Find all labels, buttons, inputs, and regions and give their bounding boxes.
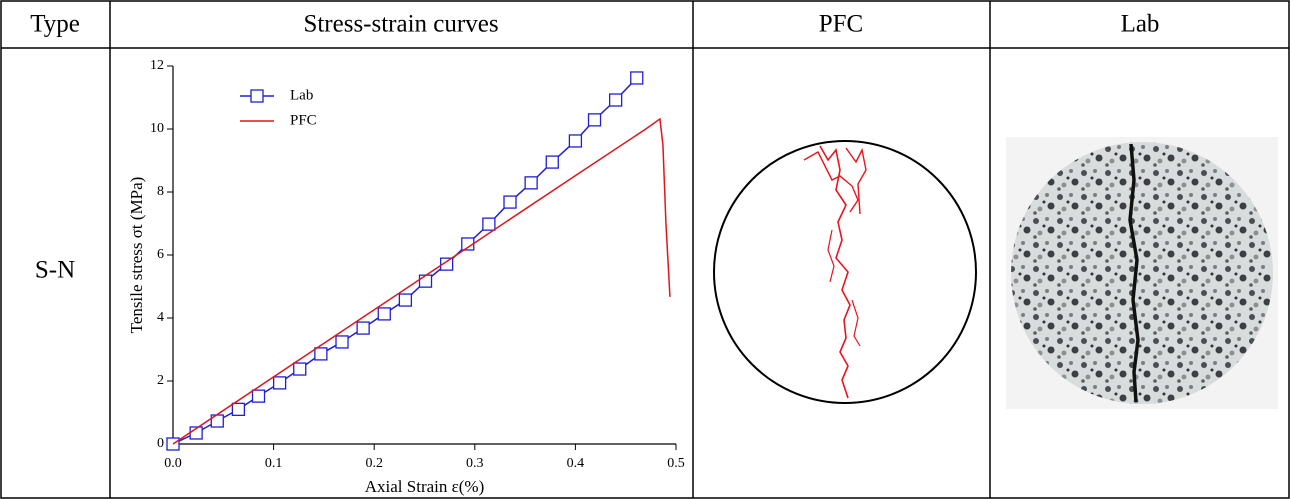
marker	[398, 293, 413, 307]
x-tick-label: 0.4	[567, 456, 585, 471]
marker	[335, 335, 349, 349]
marker	[377, 307, 391, 321]
y-axis-label: Tensile stress σt (MPa)	[127, 177, 146, 334]
x-tick-label: 0.0	[164, 456, 182, 471]
chart: 0 2 4 6 8 10 12 0.0 0.1 0.2 0.3 0.4 0.5 Axial Strain …	[127, 58, 685, 496]
marker	[568, 134, 583, 148]
y-tick-label: 10	[150, 121, 164, 136]
lab-image	[1006, 137, 1278, 409]
legend-label: PFC	[290, 112, 317, 128]
x-tick-label: 0.1	[265, 456, 283, 471]
header-cell: Type	[30, 11, 80, 38]
marker	[272, 376, 287, 390]
marker	[231, 402, 246, 417]
marker	[356, 321, 370, 335]
y-tick-label: 2	[157, 373, 164, 388]
y-tick-label: 8	[157, 184, 164, 199]
series-line	[172, 117, 671, 445]
marker	[524, 176, 538, 190]
pfc-image	[713, 140, 977, 404]
marker	[587, 113, 602, 127]
legend-marker	[250, 89, 264, 103]
marker	[608, 93, 623, 107]
marker	[503, 195, 517, 209]
marker	[630, 71, 644, 85]
header-cell: Stress-strain curves	[303, 11, 498, 38]
marker	[293, 362, 307, 376]
header-cell: PFC	[819, 11, 863, 38]
marker	[314, 347, 328, 361]
x-tick-label: 0.5	[667, 456, 685, 471]
y-tick-label: 6	[157, 247, 164, 262]
x-tick-label: 0.3	[466, 456, 484, 471]
y-tick-label: 4	[157, 310, 164, 325]
marker	[439, 257, 454, 271]
marker	[418, 274, 433, 288]
y-tick-label: 12	[150, 58, 164, 73]
series-line	[172, 77, 638, 445]
header-cell: Lab	[1121, 11, 1160, 38]
x-axis-label: Axial Strain ε(%)	[365, 477, 485, 496]
legend-label: Lab	[290, 87, 313, 103]
marker	[251, 389, 266, 403]
marker	[545, 155, 559, 169]
row-label: S-N	[35, 257, 75, 284]
y-tick-label: 0	[157, 436, 164, 451]
x-tick-label: 0.2	[365, 456, 383, 471]
marker	[482, 217, 496, 231]
